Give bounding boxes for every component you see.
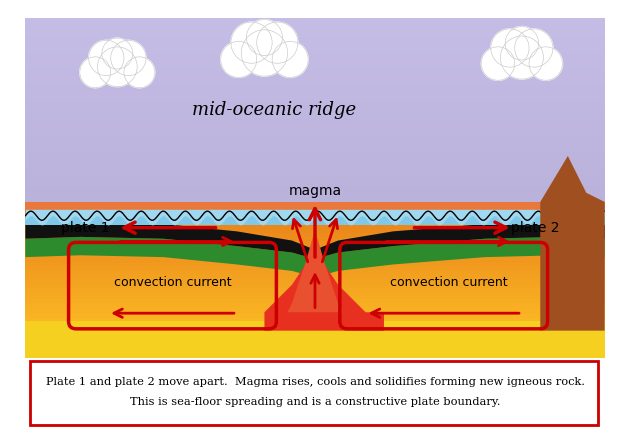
Polygon shape bbox=[287, 229, 343, 312]
Circle shape bbox=[231, 22, 272, 63]
Circle shape bbox=[241, 30, 288, 76]
FancyBboxPatch shape bbox=[30, 361, 598, 425]
Polygon shape bbox=[315, 222, 605, 259]
Circle shape bbox=[111, 40, 146, 76]
Polygon shape bbox=[265, 229, 384, 331]
Text: plate 2: plate 2 bbox=[512, 221, 560, 235]
Circle shape bbox=[505, 26, 539, 60]
Circle shape bbox=[124, 57, 155, 88]
Circle shape bbox=[481, 47, 515, 80]
Circle shape bbox=[98, 47, 137, 86]
Text: convection current: convection current bbox=[113, 276, 231, 289]
Circle shape bbox=[491, 29, 529, 67]
Circle shape bbox=[80, 57, 111, 88]
Text: plate 1: plate 1 bbox=[61, 221, 110, 235]
Text: magma: magma bbox=[289, 184, 341, 198]
Circle shape bbox=[529, 47, 563, 80]
Polygon shape bbox=[25, 237, 315, 277]
Circle shape bbox=[102, 38, 133, 69]
Circle shape bbox=[220, 41, 256, 78]
Circle shape bbox=[515, 29, 553, 67]
Circle shape bbox=[272, 41, 308, 78]
Circle shape bbox=[256, 22, 298, 63]
Polygon shape bbox=[25, 222, 315, 259]
Polygon shape bbox=[315, 237, 605, 277]
Circle shape bbox=[500, 36, 544, 79]
Text: mid-oceanic ridge: mid-oceanic ridge bbox=[192, 101, 356, 119]
Circle shape bbox=[246, 20, 282, 56]
Polygon shape bbox=[541, 156, 605, 331]
Text: Plate 1 and plate 2 move apart.  Magma rises, cools and solidifies forming new i: Plate 1 and plate 2 move apart. Magma ri… bbox=[45, 377, 585, 387]
Text: convection current: convection current bbox=[389, 276, 507, 289]
Text: This is sea-floor spreading and is a constructive plate boundary.: This is sea-floor spreading and is a con… bbox=[130, 397, 500, 407]
Circle shape bbox=[89, 40, 124, 76]
